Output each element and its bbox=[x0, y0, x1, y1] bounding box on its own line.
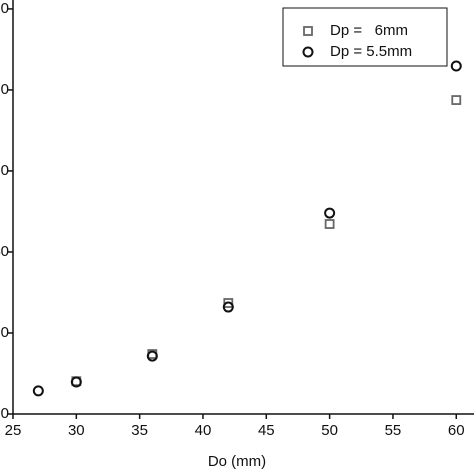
square-point bbox=[303, 26, 313, 36]
x-tick-label: 55 bbox=[385, 422, 402, 439]
y-tick-label: 0 bbox=[1, 405, 9, 422]
x-tick-label: 25 bbox=[5, 422, 22, 439]
y-tick-label: 80 bbox=[0, 81, 9, 98]
circle-point bbox=[302, 46, 314, 58]
y-tick-label: 20 bbox=[0, 324, 9, 341]
circle-point bbox=[146, 350, 158, 362]
circle-point bbox=[450, 60, 462, 72]
circle-point bbox=[70, 376, 82, 388]
square-point bbox=[324, 219, 335, 229]
x-tick-label: 35 bbox=[131, 422, 148, 439]
x-tick-label: 30 bbox=[68, 422, 85, 439]
y-tick-label: 40 bbox=[0, 243, 9, 260]
square-point bbox=[451, 95, 462, 105]
y-tick-label: 100 bbox=[0, 0, 9, 17]
x-tick-label: 45 bbox=[258, 422, 275, 439]
x-axis-label: Do (mm) bbox=[208, 453, 266, 470]
legend-label: Dp = 5.5mm bbox=[330, 43, 412, 60]
x-tick-label: 60 bbox=[448, 422, 465, 439]
x-tick-label: 40 bbox=[195, 422, 212, 439]
circle-point bbox=[32, 385, 44, 397]
x-tick-label: 50 bbox=[321, 422, 338, 439]
y-tick-label: 60 bbox=[0, 162, 9, 179]
legend-label: Dp = 6mm bbox=[330, 22, 408, 39]
circle-point bbox=[222, 301, 234, 313]
circle-point bbox=[324, 207, 336, 219]
square-point bbox=[223, 298, 234, 308]
